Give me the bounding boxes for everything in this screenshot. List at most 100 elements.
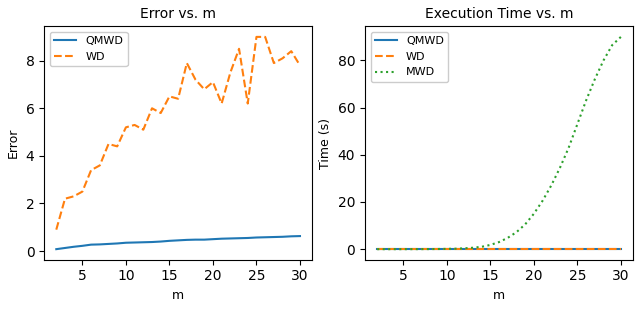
QMWD: [131, 241, 138, 244]
QMWD: [148, 240, 156, 244]
QMWD: [547, 247, 555, 251]
QMWD: [261, 235, 269, 239]
QMWD: [279, 235, 287, 239]
MWD: [547, 184, 555, 187]
MWD: [478, 245, 486, 249]
WD: [174, 97, 182, 101]
WD: [200, 87, 208, 91]
WD: [244, 102, 252, 105]
WD: [617, 247, 625, 251]
WD: [547, 247, 555, 251]
MWD: [408, 247, 416, 251]
QMWD: [140, 240, 147, 244]
WD: [166, 95, 173, 98]
WD: [270, 61, 278, 65]
WD: [609, 247, 616, 251]
MWD: [443, 247, 451, 251]
QMWD: [391, 247, 399, 251]
QMWD: [408, 247, 416, 251]
WD: [556, 247, 564, 251]
WD: [296, 64, 304, 67]
WD: [539, 247, 547, 251]
QMWD: [530, 247, 538, 251]
WD: [573, 247, 581, 251]
WD: [52, 228, 60, 231]
MWD: [530, 212, 538, 216]
MWD: [513, 230, 520, 234]
WD: [513, 247, 520, 251]
QMWD: [478, 247, 486, 251]
WD: [391, 247, 399, 251]
WD: [236, 47, 243, 51]
WD: [373, 247, 381, 251]
QMWD: [209, 237, 217, 241]
QMWD: [244, 236, 252, 240]
WD: [452, 247, 460, 251]
QMWD: [399, 247, 407, 251]
QMWD: [236, 236, 243, 240]
WD: [261, 35, 269, 39]
WD: [565, 247, 573, 251]
WD: [504, 247, 511, 251]
WD: [443, 247, 451, 251]
WD: [79, 190, 86, 193]
MWD: [504, 236, 511, 240]
WD: [399, 247, 407, 251]
WD: [157, 111, 164, 115]
WD: [70, 194, 77, 198]
QMWD: [417, 247, 424, 251]
Legend: QMWD, WD: QMWD, WD: [50, 32, 127, 66]
QMWD: [122, 241, 130, 245]
MWD: [426, 247, 433, 251]
QMWD: [504, 247, 511, 251]
QMWD: [270, 235, 278, 239]
QMWD: [513, 247, 520, 251]
QMWD: [435, 247, 442, 251]
WD: [148, 106, 156, 110]
Title: Execution Time vs. m: Execution Time vs. m: [425, 7, 573, 21]
WD: [105, 142, 113, 146]
MWD: [391, 247, 399, 251]
QMWD: [556, 247, 564, 251]
QMWD: [183, 238, 191, 242]
QMWD: [61, 246, 69, 250]
QMWD: [157, 240, 164, 243]
QMWD: [253, 236, 260, 239]
QMWD: [296, 234, 304, 238]
QMWD: [609, 247, 616, 251]
MWD: [435, 247, 442, 251]
QMWD: [591, 247, 598, 251]
WD: [460, 247, 468, 251]
WD: [408, 247, 416, 251]
MWD: [617, 35, 625, 39]
QMWD: [200, 238, 208, 242]
MWD: [417, 247, 424, 251]
QMWD: [373, 247, 381, 251]
WD: [469, 247, 477, 251]
MWD: [486, 243, 494, 247]
QMWD: [96, 243, 104, 246]
Y-axis label: Error: Error: [7, 128, 20, 158]
QMWD: [218, 237, 225, 240]
MWD: [469, 246, 477, 250]
WD: [227, 71, 234, 74]
WD: [131, 123, 138, 127]
WD: [591, 247, 598, 251]
WD: [218, 102, 225, 105]
X-axis label: m: m: [493, 289, 505, 302]
Y-axis label: Time (s): Time (s): [319, 117, 332, 168]
Line: MWD: MWD: [377, 37, 621, 249]
MWD: [556, 166, 564, 170]
QMWD: [600, 247, 607, 251]
QMWD: [70, 245, 77, 249]
WD: [87, 168, 95, 172]
WD: [183, 61, 191, 65]
WD: [192, 78, 200, 82]
MWD: [573, 122, 581, 126]
WD: [61, 197, 69, 201]
QMWD: [539, 247, 547, 251]
QMWD: [426, 247, 433, 251]
MWD: [565, 146, 573, 150]
QMWD: [174, 239, 182, 242]
MWD: [460, 247, 468, 250]
